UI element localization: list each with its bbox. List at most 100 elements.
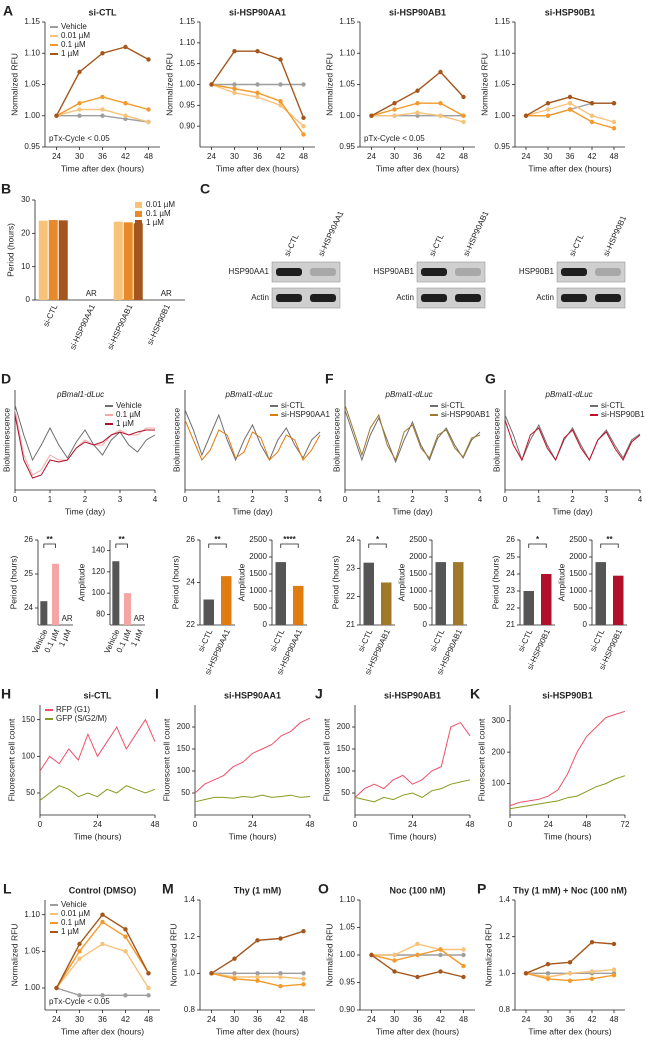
data-point	[392, 952, 397, 958]
annotation: pTx-Cycle < 0.05	[49, 134, 110, 143]
data-point	[54, 985, 59, 991]
row-label: HSP90B1	[519, 267, 555, 276]
y-tick-label: 0.95	[494, 142, 510, 151]
panel-label: K	[470, 686, 480, 702]
y-axis-label: Normalized RFU	[168, 924, 178, 987]
y-tick-label: 1.00	[339, 111, 355, 120]
data-point	[589, 969, 595, 974]
x-tick-label: 48	[466, 820, 475, 829]
significance-bracket	[43, 543, 56, 548]
data-point	[461, 94, 466, 100]
x-tick-label: 24	[522, 152, 531, 161]
x-tick-label: 30	[544, 1015, 553, 1024]
panel-label: F	[325, 371, 334, 387]
data-point	[278, 971, 283, 976]
y-axis-label: Normalized RFU	[9, 924, 19, 987]
x-tick-label: 30	[544, 152, 553, 161]
x-tick-label: 36	[413, 1015, 422, 1024]
data-point	[438, 969, 443, 974]
series-line	[56, 96, 149, 117]
data-point	[146, 107, 151, 112]
y-tick-label: 2500	[249, 535, 267, 544]
lane-label: si-CTL	[428, 232, 446, 258]
data-point	[415, 974, 420, 980]
y-tick-label: 0.90	[179, 121, 195, 130]
y-axis-label: Fluorescent cell count	[6, 718, 16, 801]
x-tick-label: 48	[144, 1015, 153, 1024]
x-tick-label: 72	[621, 820, 630, 829]
y-tick-label: 25	[506, 552, 515, 561]
y-tick-label: 0.8	[184, 1005, 196, 1014]
y-tick-label: 50	[181, 788, 190, 797]
data-point	[415, 110, 420, 115]
legend-label: 0.01 µM	[61, 31, 90, 40]
bar	[613, 575, 624, 625]
y-tick-label: 1.10	[24, 910, 40, 919]
x-axis-label: Time after dex (hours)	[528, 163, 611, 173]
y-tick-label: 24	[186, 578, 195, 587]
y-tick-label: 1.2	[184, 932, 196, 941]
data-point	[278, 57, 283, 62]
data-point	[438, 947, 443, 952]
x-tick-label: 1	[48, 495, 53, 504]
lane-label: si-HSP90AA1	[317, 209, 346, 258]
x-tick-label: 1	[217, 495, 222, 504]
y-tick-label: 140	[92, 546, 106, 555]
data-point	[232, 82, 237, 87]
y-tick-label: 24	[346, 535, 355, 544]
x-tick-label: 30	[230, 1015, 239, 1024]
data-point	[100, 113, 105, 118]
bar	[203, 599, 214, 625]
data-point	[146, 985, 151, 991]
x-tick-label: 2	[570, 495, 575, 504]
x-tick-label: 0	[183, 495, 188, 504]
x-tick-label: 0	[193, 820, 198, 829]
blot	[271, 287, 341, 309]
data-point	[461, 113, 466, 118]
data-point	[438, 113, 443, 118]
significance: *	[536, 535, 540, 544]
data-point	[461, 947, 466, 952]
y-tick-label: 1.05	[24, 946, 40, 955]
data-point	[611, 972, 617, 978]
legend-label: GFP (S/G2/M)	[56, 714, 107, 723]
y-tick-label: 1.00	[494, 111, 510, 120]
y-tick-label: 22	[506, 603, 515, 612]
x-tick-label: 42	[276, 1015, 285, 1024]
panel-label: B	[1, 181, 11, 197]
legend-label: si-CTL	[441, 401, 465, 410]
blot-band	[310, 268, 336, 276]
data-point	[123, 44, 128, 50]
data-point	[146, 57, 151, 62]
x-tick-label: 2	[250, 495, 255, 504]
x-tick-label: 30	[75, 152, 84, 161]
x-tick-label: 0	[38, 820, 43, 829]
data-point	[123, 934, 128, 939]
series-line	[184, 419, 321, 461]
legend-label: 0.01 µM	[61, 909, 90, 918]
row-label: Actin	[536, 293, 554, 302]
blot	[416, 287, 486, 309]
y-tick-label: 1.05	[339, 80, 355, 89]
x-tick-label: 36	[253, 152, 262, 161]
y-tick-label: 1500	[569, 569, 587, 578]
y-axis-label: Bioluminescence	[171, 408, 181, 473]
y-tick-label: 10	[21, 262, 30, 271]
y-tick-label: 1.10	[339, 48, 355, 57]
bar	[595, 562, 606, 625]
y-tick-label: 1.4	[499, 895, 511, 904]
bar	[435, 562, 446, 625]
y-tick-label: 1000	[409, 586, 427, 595]
data-point	[278, 936, 283, 941]
y-tick-label: 150	[177, 744, 191, 753]
data-point	[255, 94, 260, 100]
series-line	[14, 404, 156, 462]
y-tick-label: 0.95	[339, 142, 355, 151]
y-axis-label: Normalized RFU	[324, 924, 334, 987]
data-point	[392, 113, 397, 118]
x-tick-label: si-HSP90AA1	[68, 302, 97, 351]
data-point	[146, 971, 151, 976]
y-tick-label: 0.8	[499, 1005, 511, 1014]
data-point	[278, 983, 283, 989]
y-tick-label: 24	[506, 569, 515, 578]
